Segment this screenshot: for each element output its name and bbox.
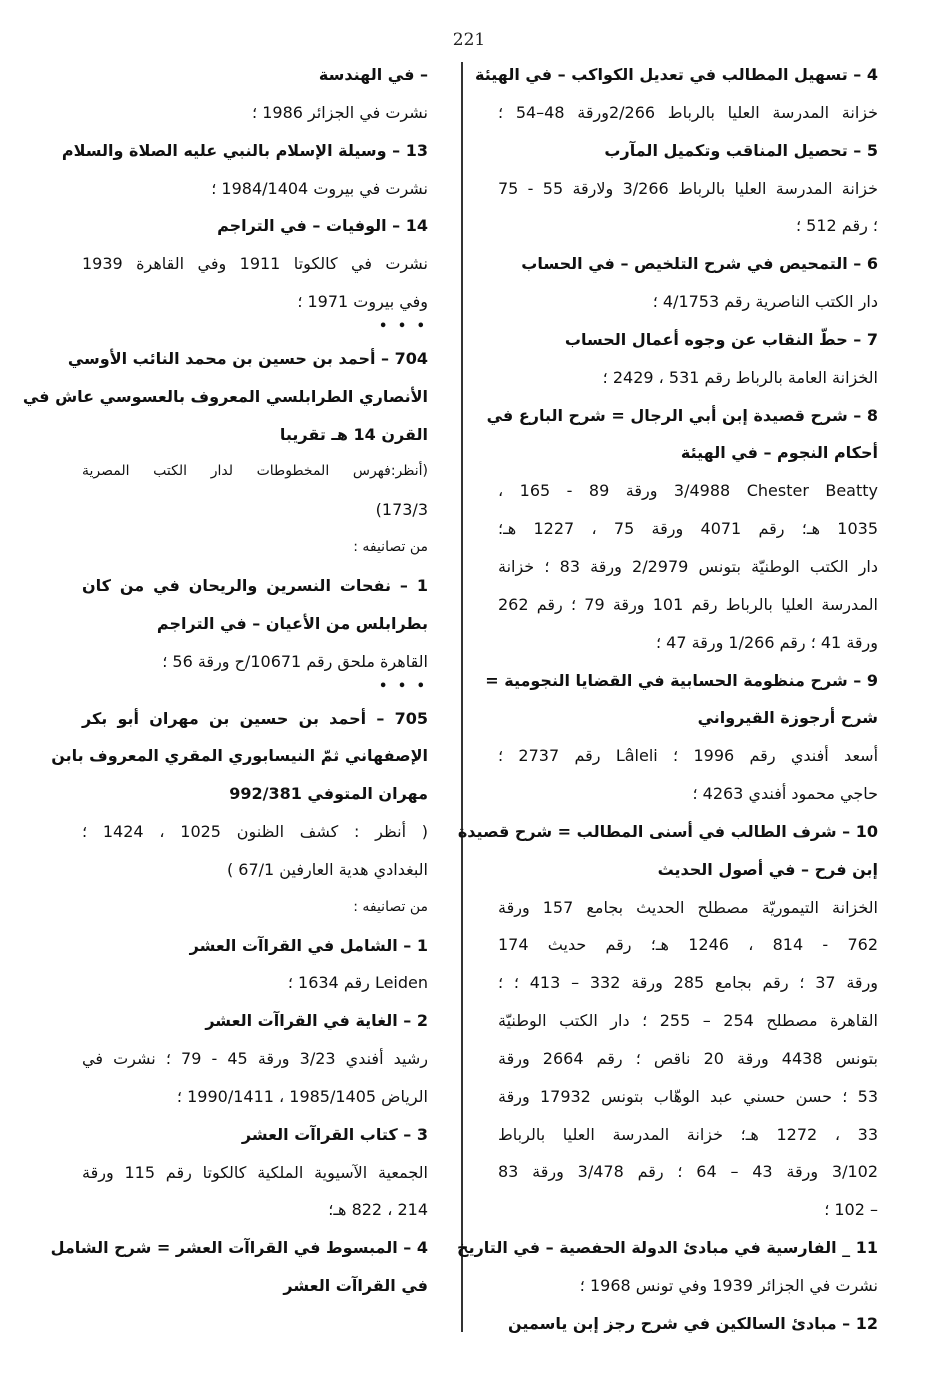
entry-heading-line: 5 – تحصيل المناقب وتكميل المآرب — [604, 140, 878, 160]
text-line: الرياض 1985/1405 ، 1990/1411 ؛ — [176, 1086, 428, 1106]
entry-heading-line: – في الهندسة — [318, 65, 428, 84]
entry-heading-line: 1 – الشامل في القراآت العشر — [189, 935, 428, 955]
text-line: نشرت في الجزائر 1939 وفي تونس 1968 ؛ — [579, 1276, 878, 1295]
entry-heading-line: بطرابلس من الأعيان – في التراجم — [156, 613, 428, 633]
entry-heading-line: 11 _ الفارسية في مبادئ الدولة الحفصية – … — [457, 1238, 878, 1258]
text-line: 3/102 ورقة 43 – 64 ؛ رقم 3/478 ورقة 83 — [498, 1162, 879, 1182]
text-line: (أنظر:فهرس المخطوطات لدار الكتب المصرية — [82, 463, 428, 480]
text-line: Leiden رقم 1634 ؛ — [287, 973, 428, 993]
entry-heading-line: 10 – شرف الطالب في أسنى المطالب = شرح قص… — [457, 821, 878, 841]
right-column: 4 – تسهيل المطالب في تعديل الكواكب – في … — [457, 56, 879, 1343]
entry-heading-line: مهران المتوفي 992/381 — [229, 784, 428, 804]
text-line: البغدادي هدية العارفين 67/1 ) — [226, 859, 428, 879]
text-line: نشرت في الجزائر 1986 ؛ — [252, 102, 428, 122]
entry-heading-line: 13 – وسيلة الإسلام بالنبي عليه الصلاة وا… — [61, 140, 428, 160]
entry-heading-line: 704 – أحمد بن حسين بن محمد النائب الأوسي — [67, 348, 428, 368]
text-line: من تصانيفه : — [353, 539, 428, 556]
entry-heading-line: 3 – كتاب القراآت العشر — [241, 1124, 428, 1144]
entry-heading-line: 14 – الوفيات – في التراجم — [217, 216, 428, 236]
text-line: دار الكتب الناصرية رقم 4/1753 ؛ — [652, 292, 878, 312]
entry-heading-line: الأنصاري الطرابلسي المعروف بالعسوسي عاش … — [22, 386, 428, 406]
left-column: – في الهندسة نشرت في الجزائر 1986 ؛ 13 – و… — [22, 56, 429, 1305]
entry-heading-line: 1 – نفحات النسرين والريحان في من كان — [82, 575, 428, 595]
text-line: من تصانيفه : — [353, 898, 428, 915]
entry-heading-line: أحكام النجوم – في الهيئة — [680, 443, 878, 463]
text-line: – 102 ؛ — [824, 1200, 878, 1220]
section-separator: • • • — [379, 318, 428, 334]
text-line: نشرت في بيروت 1984/1404 ؛ — [211, 178, 428, 198]
text-line: أسعد أفندي رقم 1996 ؛ Lâleli رقم 2737 ؛ — [498, 746, 879, 766]
entry-heading-line: شرح أرجوزة القيرواني — [697, 708, 878, 728]
text-line: ورقة 41 ؛ رقم 1/266 ورقة 47 ؛ — [656, 632, 878, 652]
entry-heading-line: 12 – مبادئ السالكين في شرح رجز إبن ياسمي… — [507, 1313, 878, 1333]
entry-heading-line: القرن 14 هـ تقريبا — [279, 424, 428, 444]
text-line: خزانة المدرسة العليا بالرباط 3/266 ولارق… — [498, 178, 878, 198]
text-line: ؛ رقم 512 ؛ — [796, 216, 878, 236]
text-line: 214 ، 822 هـ؛ — [328, 1200, 428, 1220]
text-line: القاهرة ملحق رقم 10671/ح ورقة 56 ؛ — [162, 651, 428, 671]
text-line: بتونس 4438 ورقة 20 ناقص ؛ رقم 2664 ورقة — [498, 1048, 879, 1068]
text-line: الجمعية الآسيوية الملكية كالكوتا رقم 115… — [82, 1162, 429, 1182]
text-line: خزانة المدرسة العليا بالرباط 2/266ورقة 4… — [498, 102, 879, 122]
text-line: 33 ، 1272 هـ؛ خزانة المدرسة العليا بالرب… — [498, 1124, 878, 1144]
text-line: ( أنظر : كشف الظنون 1025 ، 1424 ؛ — [82, 822, 429, 842]
page-number: 221 — [452, 30, 486, 50]
entry-heading-line: الإصفهاني ثمّ النيسابوري المقري المعروف … — [51, 746, 428, 766]
text-line: القاهرة مصطلح 254 – 255 ؛ دار الكتب الوط… — [498, 1011, 878, 1031]
entry-heading-line: 705 – أحمد بن حسين بن مهران أبو بكر — [82, 708, 428, 728]
text-line: 173/3) — [375, 500, 428, 520]
text-line: المدرسة العليا بالرباط رقم 101 ورقة 79 ؛… — [498, 594, 878, 614]
column-divider — [461, 62, 463, 1332]
entry-heading-line: 2 – الغاية في القراآت العشر — [205, 1011, 428, 1031]
text-line: نشرت في كالكوتا 1911 وفي القاهرة 1939 — [82, 254, 429, 274]
text-line: Chester Beatty‏ 3/4988 ورقة 89 - 165 ، — [498, 481, 879, 501]
text-line: 1035 هـ؛ رقم 4071 ورقة 75 ، 1227 هـ؛ — [498, 519, 879, 539]
entry-heading-line: 4 – المبسوط في القراآت العشر = شرح الشام… — [50, 1238, 428, 1258]
entry-heading-line: 4 – تسهيل المطالب في تعديل الكواكب – في … — [475, 65, 878, 84]
text-line: وفي بيروت 1971 ؛ — [297, 292, 428, 312]
text-line: دار الكتب الوطنيّة بتونس 2/2979 ورقة 83 … — [498, 556, 878, 576]
text-line: حاجي محمود أفندي 4263 ؛ — [692, 784, 878, 804]
text-line: الخزانة التيموريّة مصطلح الحديث بجامع 15… — [498, 897, 878, 917]
entry-heading-line: 8 – شرح قصيدة إبن أبي الرجال = شرح البار… — [486, 405, 878, 425]
text-line: ورقة 37 ؛ رقم بجامع 285 ورقة 332 – 413 ؛… — [498, 973, 879, 993]
text-line: 53 ؛ حسن حسني عبد الوهّاب بتونس 17932 ور… — [498, 1086, 878, 1106]
entry-heading-line: 6 – التمحيص في شرح التلخيص – في الحساب — [521, 254, 878, 274]
entry-heading-line: في القراآت العشر — [283, 1276, 428, 1296]
text-line: الخزانة العامة بالرباط رقم 531 ، 2429 ؛ — [602, 367, 878, 387]
entry-heading-line: إبن فرح – في أصول الحديث — [657, 859, 878, 879]
entry-heading-line: 9 – شرح منظومة الحسابية في القضايا النجو… — [485, 670, 878, 690]
entry-heading-line: 7 – حطّ النقاب عن وجوه أعمال الحساب — [564, 329, 878, 349]
section-separator: • • • — [379, 678, 428, 694]
text-line: رشيد أفندي 3/23 ورقة 45 - 79 ؛ نشرت في — [82, 1049, 428, 1069]
text-line: 762 - 814 ، 1246 هـ؛ رقم حديث 174 — [498, 935, 878, 955]
